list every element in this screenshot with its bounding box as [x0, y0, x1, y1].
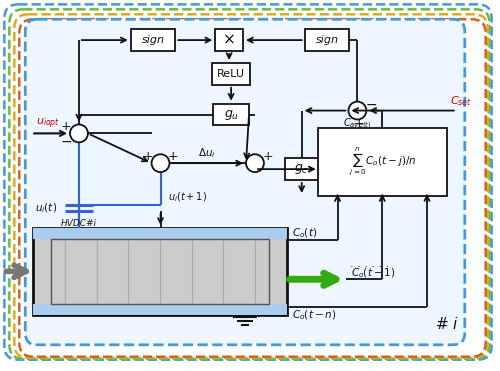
Text: $\sum_{j=0}^{n}C_o(t-j)/n$: $\sum_{j=0}^{n}C_o(t-j)/n$: [348, 146, 416, 178]
Bar: [33, 228, 287, 315]
Text: $C_o(t-1)$: $C_o(t-1)$: [352, 266, 396, 280]
Bar: [213, 104, 249, 125]
Text: +: +: [142, 150, 153, 163]
Text: +: +: [168, 150, 178, 163]
Text: +: +: [60, 120, 72, 133]
Bar: [51, 239, 269, 304]
Text: −: −: [60, 135, 72, 149]
Bar: [215, 29, 243, 51]
Text: HVDC#i: HVDC#i: [61, 219, 97, 228]
Circle shape: [246, 154, 264, 172]
Text: sign: sign: [142, 35, 165, 45]
Circle shape: [70, 124, 88, 142]
Text: $C_o(t-n)$: $C_o(t-n)$: [292, 308, 337, 322]
Bar: [304, 29, 350, 51]
Text: $u_{iopt}$: $u_{iopt}$: [36, 116, 60, 131]
Text: $\#\ i$: $\#\ i$: [435, 316, 459, 332]
Circle shape: [152, 154, 170, 172]
Text: ×: ×: [222, 33, 235, 47]
Bar: [33, 304, 287, 315]
Text: $C_o(t)$: $C_o(t)$: [292, 227, 317, 240]
Bar: [33, 228, 287, 239]
Text: $g_u$: $g_u$: [224, 108, 238, 122]
FancyBboxPatch shape: [26, 19, 465, 345]
Text: $u_i(t)$: $u_i(t)$: [35, 201, 57, 215]
Bar: [212, 63, 250, 85]
Bar: [130, 29, 176, 51]
Text: $g_c$: $g_c$: [294, 162, 309, 176]
Text: $C_{ave(t)}$: $C_{ave(t)}$: [343, 117, 372, 132]
Text: ReLU: ReLU: [217, 69, 245, 79]
Text: $\Delta u_i$: $\Delta u_i$: [198, 146, 216, 160]
Text: −: −: [366, 98, 377, 112]
Text: $C_{set}$: $C_{set}$: [450, 94, 472, 108]
Text: $u_i(t+1)$: $u_i(t+1)$: [168, 190, 207, 204]
Circle shape: [348, 102, 366, 119]
Text: +: +: [354, 117, 364, 130]
Text: sign: sign: [316, 35, 338, 45]
Bar: [285, 158, 318, 180]
Text: . . . . . .: . . . . . .: [350, 259, 389, 269]
Bar: [318, 128, 447, 196]
Text: +: +: [262, 150, 273, 163]
